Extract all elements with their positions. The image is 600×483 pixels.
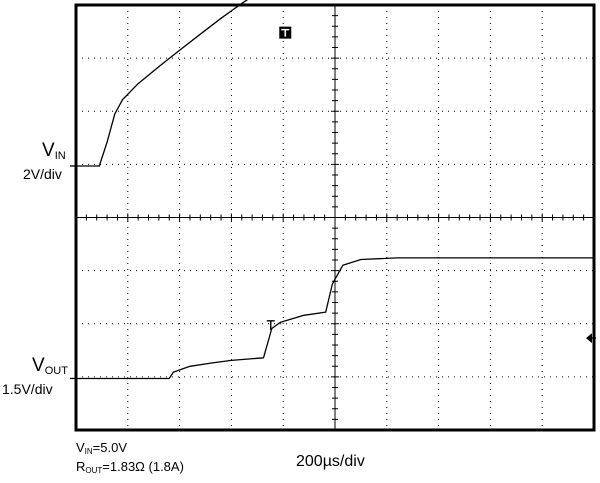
traces — [76, 0, 594, 380]
condition-vin: VIN=5.0V — [76, 440, 128, 456]
channel-1-label: VIN — [42, 140, 66, 162]
trigger-level-arrow-icon — [586, 333, 592, 344]
channel-2-scale: 1.5V/div — [2, 381, 53, 397]
trigger-marker-glyph — [281, 28, 290, 37]
channel-2-label: VOUT — [32, 355, 68, 377]
trigger-marker — [266, 320, 275, 330]
channel-1-scale: 2V/div — [23, 166, 62, 182]
time-scale-label: 200µs/div — [296, 453, 365, 470]
condition-rout: ROUT=1.83Ω (1.8A) — [76, 459, 184, 475]
trace-v-in — [76, 0, 249, 167]
trace-v-out — [76, 257, 594, 380]
grid — [75, 4, 595, 431]
markers — [70, 26, 596, 380]
